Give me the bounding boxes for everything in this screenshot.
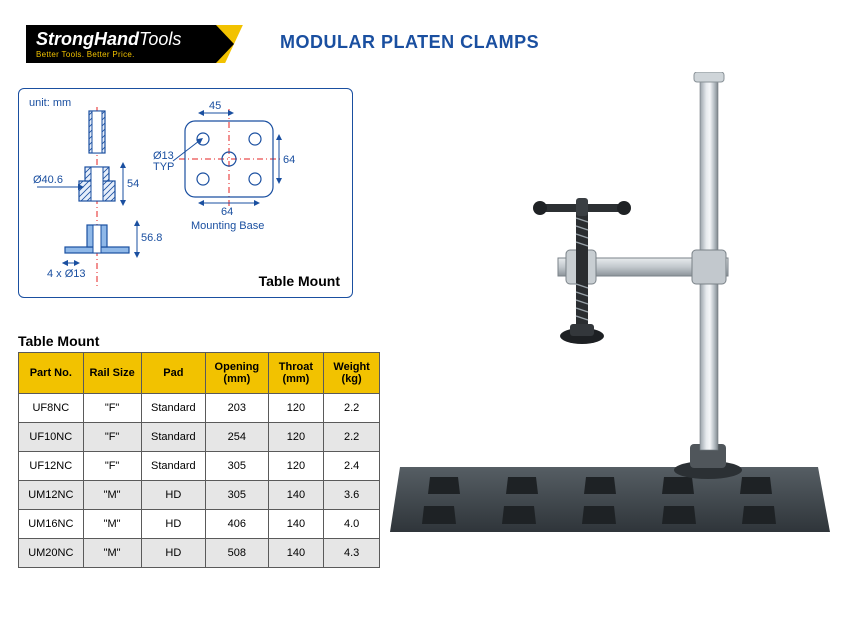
table-row: UF8NC"F"Standard2031202.2 [19, 394, 380, 423]
table-cell: "M" [83, 539, 141, 568]
logo-text: StrongHandTools [36, 30, 216, 48]
mounting-base-label: Mounting Base [191, 220, 264, 232]
dim-d2: 64 [283, 154, 295, 166]
table-cell: "M" [83, 481, 141, 510]
table-cell: UF10NC [19, 423, 84, 452]
table-cell: UM12NC [19, 481, 84, 510]
table-cell: Standard [141, 423, 206, 452]
table-cell: 120 [268, 394, 324, 423]
table-cell: 2.2 [324, 394, 380, 423]
table-body: UF8NC"F"Standard2031202.2UF10NC"F"Standa… [19, 394, 380, 568]
table-row: UM16NC"M"HD4061404.0 [19, 510, 380, 539]
table-cell: 2.4 [324, 452, 380, 481]
dim-h54: 54 [127, 178, 139, 190]
dim-phi406: Ø40.6 [33, 174, 63, 186]
dim-holes: 4 x Ø13 [47, 268, 86, 280]
table-cell: 508 [206, 539, 268, 568]
table-cell: "F" [83, 394, 141, 423]
table-cell: "F" [83, 452, 141, 481]
table-cell: 140 [268, 481, 324, 510]
table-cell: UF8NC [19, 394, 84, 423]
table-col-header: Opening(mm) [206, 353, 268, 394]
table-col-header: Weight(kg) [324, 353, 380, 394]
table-cell: 2.2 [324, 423, 380, 452]
spec-table: Part No.Rail SizePadOpening(mm)Throat(mm… [18, 352, 380, 568]
table-cell: 406 [206, 510, 268, 539]
dim-d3: 64 [221, 206, 233, 218]
logo-name-reg: Tools [139, 29, 181, 49]
page-title: MODULAR PLATEN CLAMPS [280, 32, 539, 53]
table-cell: 254 [206, 423, 268, 452]
table-cell: 140 [268, 510, 324, 539]
table-cell: 3.6 [324, 481, 380, 510]
table-cell: HD [141, 539, 206, 568]
table-cell: 305 [206, 452, 268, 481]
table-cell: 305 [206, 481, 268, 510]
table-cell: HD [141, 510, 206, 539]
table-row: UF10NC"F"Standard2541202.2 [19, 423, 380, 452]
dim-d1: 45 [209, 100, 221, 112]
table-cell: Standard [141, 394, 206, 423]
diagram-panel: unit: mm Ø40.6 54 56.8 [18, 88, 353, 298]
table-cell: "M" [83, 510, 141, 539]
t-handle [533, 198, 631, 216]
table-cell: UF12NC [19, 452, 84, 481]
table-col-header: Part No. [19, 353, 84, 394]
table-cell: 120 [268, 452, 324, 481]
table-row: UF12NC"F"Standard3051202.4 [19, 452, 380, 481]
table-row: UM20NC"M"HD5081404.3 [19, 539, 380, 568]
table-col-header: Pad [141, 353, 206, 394]
diagram-title: Table Mount [259, 273, 340, 289]
table-col-header: Throat(mm) [268, 353, 324, 394]
logo-tagline: Better Tools. Better Price. [36, 50, 216, 59]
table-row: UM12NC"M"HD3051403.6 [19, 481, 380, 510]
table-cell: 120 [268, 423, 324, 452]
table-header-row: Part No.Rail SizePadOpening(mm)Throat(mm… [19, 353, 380, 394]
table-cell: 203 [206, 394, 268, 423]
table-cell: UM20NC [19, 539, 84, 568]
product-photo [390, 72, 830, 537]
table-cell: 4.0 [324, 510, 380, 539]
technical-diagram: Ø40.6 54 56.8 4 x Ø13 45 [19, 89, 354, 299]
platen-plate [390, 467, 830, 532]
dim-typ: TYP [153, 161, 174, 173]
table-cell: 140 [268, 539, 324, 568]
table-col-header: Rail Size [83, 353, 141, 394]
table-cell: "F" [83, 423, 141, 452]
table-cell: UM16NC [19, 510, 84, 539]
logo-name-bold: StrongHand [36, 29, 139, 49]
table-cell: Standard [141, 452, 206, 481]
dim-h568: 56.8 [141, 232, 162, 244]
table-cell: HD [141, 481, 206, 510]
brand-logo: StrongHandTools Better Tools. Better Pri… [26, 25, 216, 63]
product-svg [390, 72, 830, 537]
table-cell: 4.3 [324, 539, 380, 568]
table-heading: Table Mount [18, 333, 99, 349]
